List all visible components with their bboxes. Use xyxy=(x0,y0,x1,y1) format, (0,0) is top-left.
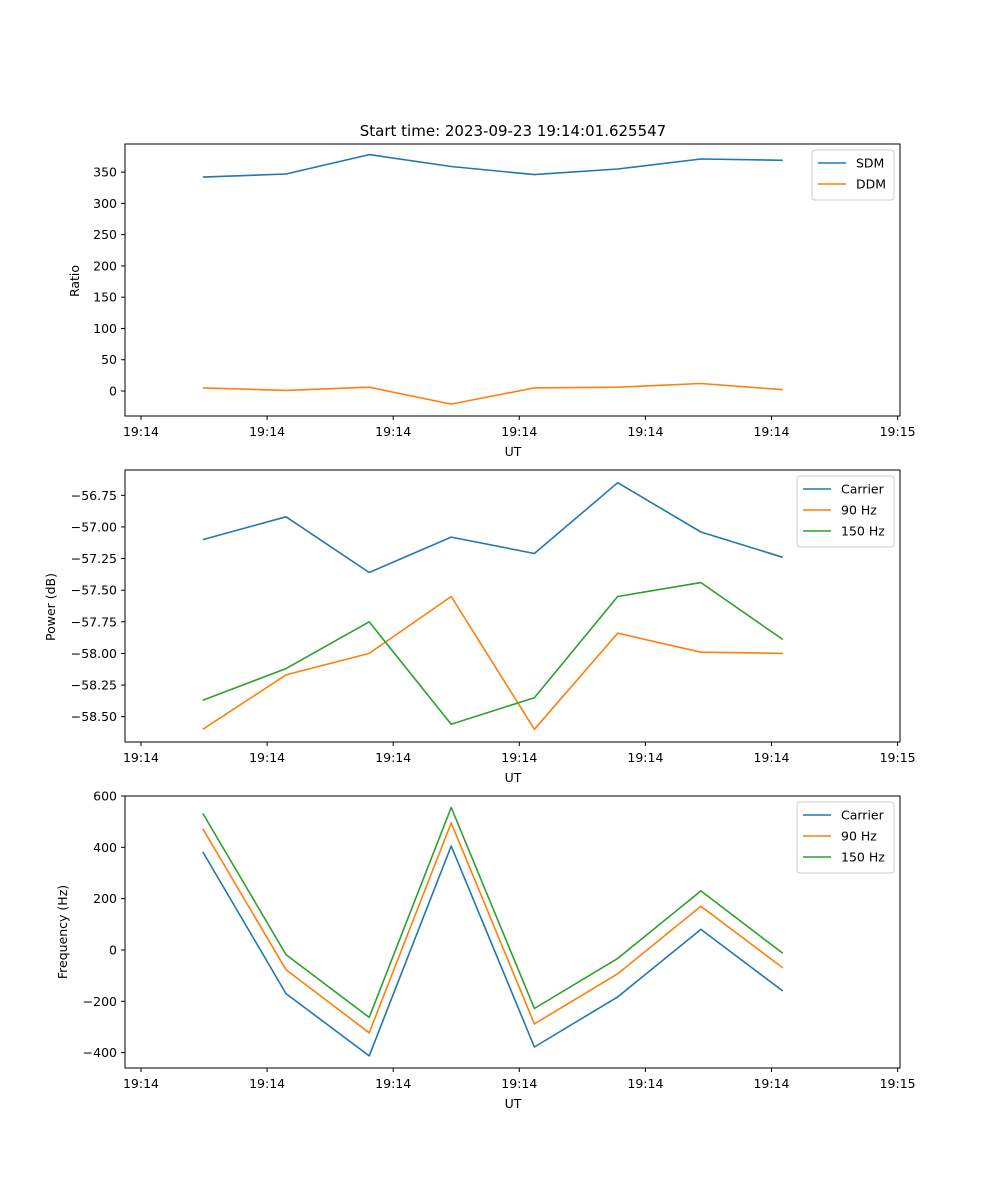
axes-frame xyxy=(124,795,901,1069)
y-tick-label: −57.00 xyxy=(71,519,117,534)
legend-label: 150 Hz xyxy=(841,850,885,865)
plot-area: 19:14 19:14 19:14 19:14 19:14 19:14 19:15 −400 −… xyxy=(83,789,916,1092)
x-tick-label: 19:14 xyxy=(123,424,159,439)
legend-label: 150 Hz xyxy=(841,524,885,539)
frequency-subplot: Frequency (Hz) UT 19:14 19:14 19:14 19:14 19… xyxy=(55,789,916,1112)
legend-label: SDM xyxy=(856,156,884,171)
legend-label: Carrier xyxy=(841,808,885,823)
axes-frame xyxy=(124,143,901,417)
y-tick-label: 50 xyxy=(101,352,117,367)
plot-area: 19:14 19:14 19:14 19:14 19:14 19:14 19:15 0 50 10… xyxy=(93,143,916,439)
x-tick-label: 19:14 xyxy=(249,424,285,439)
legend-label: DDM xyxy=(856,177,886,192)
y-axis-label: Frequency (Hz) xyxy=(55,885,70,979)
series-line-carrier xyxy=(202,481,784,574)
legend-label: Carrier xyxy=(841,482,885,497)
y-tick-label: 200 xyxy=(93,258,117,273)
x-axis-label: UT xyxy=(505,444,522,459)
x-tick-label: 19:14 xyxy=(123,1076,159,1091)
chart-title: Start time: 2023-09-23 19:14:01.625547 xyxy=(360,122,666,140)
y-tick-label: −57.50 xyxy=(71,583,117,598)
series-line-90-hz xyxy=(202,595,783,731)
y-tick-label: −57.25 xyxy=(71,551,117,566)
x-tick-label: 19:14 xyxy=(501,1076,537,1091)
x-tick-label: 19:14 xyxy=(249,750,285,765)
x-tick-label: 19:14 xyxy=(375,750,411,765)
x-tick-label: 19:15 xyxy=(880,424,916,439)
series-line-90-hz xyxy=(202,822,784,1034)
power-subplot: Power (dB) UT 19:14 19:14 19:14 19:14 19:14 1… xyxy=(43,469,916,785)
series-line-carrier xyxy=(202,845,784,1057)
series-line-sdm xyxy=(202,153,783,178)
y-tick-label: −57.75 xyxy=(71,614,117,629)
series-line-ddm xyxy=(202,382,783,405)
y-axis-label: Power (dB) xyxy=(43,573,58,641)
y-tick-label: 100 xyxy=(93,321,117,336)
series-line-150-hz xyxy=(202,806,784,1019)
axes-frame xyxy=(124,469,901,743)
x-axis-label: UT xyxy=(505,1096,522,1111)
y-axis-label: Ratio xyxy=(67,265,82,297)
x-tick-label: 19:14 xyxy=(375,424,411,439)
y-tick-label: −56.75 xyxy=(71,488,117,503)
x-tick-label: 19:14 xyxy=(627,424,663,439)
y-tick-label: 250 xyxy=(93,227,117,242)
y-tick-label: 150 xyxy=(93,290,117,305)
x-tick-label: 19:14 xyxy=(501,424,537,439)
x-tick-label: 19:14 xyxy=(753,1076,789,1091)
x-tick-label: 19:15 xyxy=(880,1076,916,1091)
y-tick-label: 300 xyxy=(93,196,117,211)
y-tick-label: 200 xyxy=(93,891,117,906)
legend-box xyxy=(796,801,895,874)
x-tick-label: 19:14 xyxy=(627,750,663,765)
x-tick-label: 19:14 xyxy=(123,750,159,765)
x-tick-label: 19:14 xyxy=(501,750,537,765)
y-tick-label: −58.00 xyxy=(71,646,117,661)
series-line-150-hz xyxy=(202,581,784,726)
legend: Carrier 90 Hz 150 Hz xyxy=(796,475,895,548)
y-tick-label: 350 xyxy=(93,165,117,180)
plot-area: 19:14 19:14 19:14 19:14 19:14 19:14 19:15 −58.5… xyxy=(71,469,916,765)
y-tick-label: 0 xyxy=(109,383,117,398)
legend-label: 90 Hz xyxy=(841,829,877,844)
x-tick-label: 19:14 xyxy=(375,1076,411,1091)
y-tick-label: −58.50 xyxy=(71,709,117,724)
y-tick-label: 400 xyxy=(93,840,117,855)
x-tick-label: 19:14 xyxy=(627,1076,663,1091)
legend: Carrier 90 Hz 150 Hz xyxy=(796,801,895,874)
legend: SDM DDM xyxy=(811,149,895,201)
x-tick-label: 19:15 xyxy=(880,750,916,765)
y-tick-label: −58.25 xyxy=(71,678,117,693)
y-tick-label: −200 xyxy=(83,994,117,1009)
legend-label: 90 Hz xyxy=(841,503,877,518)
x-axis-label: UT xyxy=(505,770,522,785)
y-tick-label: −400 xyxy=(83,1045,117,1060)
x-tick-label: 19:14 xyxy=(753,750,789,765)
x-tick-label: 19:14 xyxy=(249,1076,285,1091)
y-tick-label: 0 xyxy=(109,942,117,957)
legend-box xyxy=(796,475,895,548)
y-tick-label: 600 xyxy=(93,789,117,804)
ratio-subplot: Start time: 2023-09-23 19:14:01.625547 R… xyxy=(67,122,916,459)
x-tick-label: 19:14 xyxy=(753,424,789,439)
